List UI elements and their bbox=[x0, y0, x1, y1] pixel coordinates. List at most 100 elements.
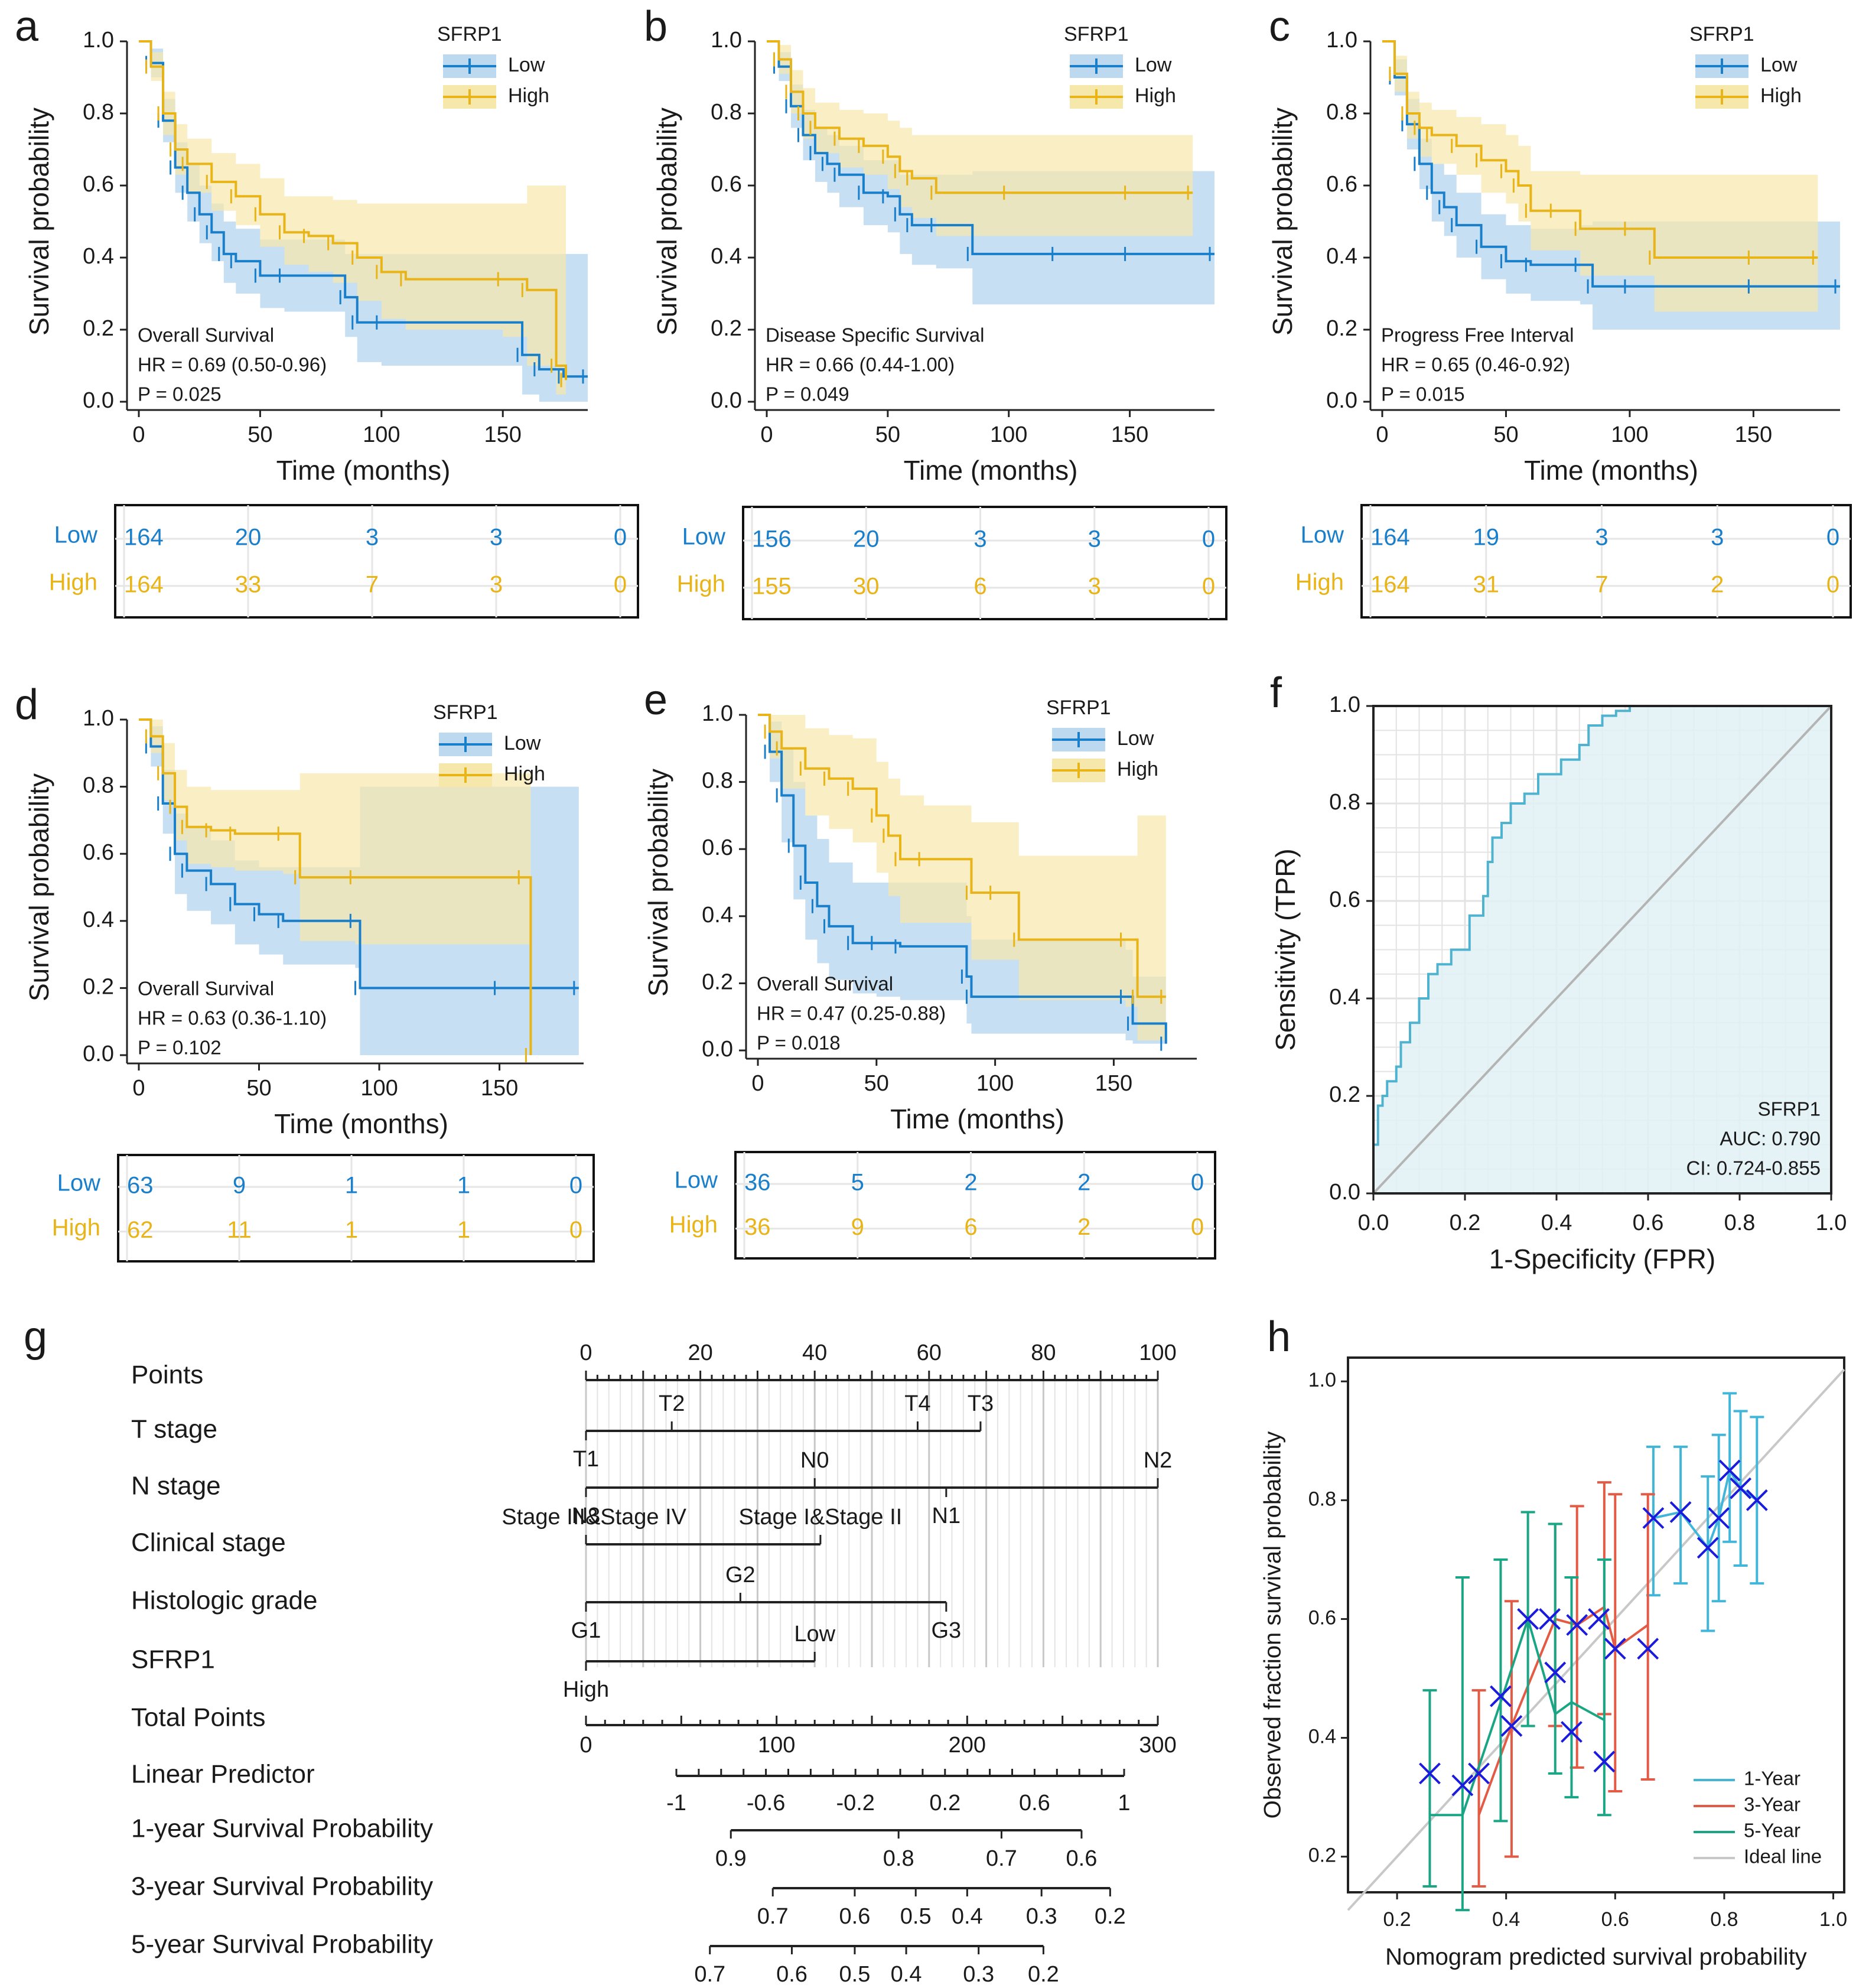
observed-point-marker bbox=[1593, 1751, 1616, 1773]
high-ci-band bbox=[139, 720, 531, 1055]
risk-table-cell: 36 bbox=[744, 1214, 771, 1240]
observed-point-marker bbox=[1419, 1762, 1441, 1785]
x-tick-label: 0 bbox=[1376, 422, 1388, 447]
x-axis-title: Time (months) bbox=[904, 455, 1078, 486]
auc-annotation: SFRP1 bbox=[1758, 1098, 1821, 1120]
risk-table-cell: 20 bbox=[853, 526, 880, 552]
observed-point-marker bbox=[1604, 1638, 1626, 1660]
annotation-line: Progress Free Interval bbox=[1381, 324, 1574, 346]
nomogram-row-label: SFRP1 bbox=[131, 1645, 215, 1674]
risk-table-row-label: High bbox=[677, 571, 725, 597]
panel-b: b 0.0 0.2 0.4 0.6 0.8 1.0 0 50 100 150 Time (months… bbox=[644, 3, 1227, 620]
survival-probability-tick-label: 0.8 bbox=[883, 1846, 914, 1871]
observed-point-marker bbox=[1561, 1721, 1583, 1743]
observed-point-marker bbox=[1642, 1507, 1665, 1529]
survival-probability-tick-label: 0.4 bbox=[952, 1904, 983, 1929]
risk-table-cell: 1 bbox=[345, 1173, 358, 1199]
survival-probability-tick-label: 0.4 bbox=[891, 1962, 922, 1987]
x-axis-title: Time (months) bbox=[890, 1104, 1064, 1134]
x-tick-label: 0 bbox=[751, 1071, 764, 1096]
annotation-line: Overall Survival bbox=[757, 973, 893, 995]
points-tick-label: 0 bbox=[579, 1340, 592, 1365]
risk-table-cell: 2 bbox=[1711, 571, 1724, 597]
annotation-line: Disease Specific Survival bbox=[766, 324, 984, 346]
legend-label: 1-Year bbox=[1744, 1768, 1800, 1789]
points-tick-label: 60 bbox=[917, 1340, 942, 1365]
low-survival-curve bbox=[767, 40, 1214, 255]
nomogram-row-label: Points bbox=[131, 1361, 203, 1390]
nomogram-row-label: 1-year Survival Probability bbox=[131, 1814, 433, 1843]
y-tick-label: 0.4 bbox=[702, 903, 733, 928]
x-tick-label: 1.0 bbox=[1816, 1211, 1847, 1235]
risk-table-cell: 63 bbox=[127, 1173, 154, 1199]
risk-table-cell: 33 bbox=[235, 571, 262, 597]
x-tick-label: 100 bbox=[990, 422, 1027, 447]
x-tick-label: 150 bbox=[1095, 1071, 1132, 1096]
legend-title: SFRP1 bbox=[1689, 23, 1754, 45]
risk-table-cell: 0 bbox=[1202, 526, 1215, 552]
annotation-line: P = 0.018 bbox=[757, 1032, 841, 1054]
observed-point-marker bbox=[1718, 1459, 1741, 1482]
risk-table-cell: 0 bbox=[1826, 571, 1839, 597]
panel-letter: d bbox=[15, 681, 38, 728]
survival-probability-tick-label: 0.6 bbox=[1066, 1846, 1098, 1871]
risk-table-frame bbox=[742, 506, 1227, 620]
y-tick-label: 0.8 bbox=[83, 100, 114, 125]
legend-low-label: Low bbox=[504, 732, 541, 754]
risk-table-cell: 3 bbox=[1088, 526, 1101, 552]
panel-letter: a bbox=[15, 3, 39, 50]
risk-table-cell: 7 bbox=[1595, 571, 1608, 597]
survival-probability-tick-label: 0.7 bbox=[986, 1846, 1017, 1871]
observed-point-marker bbox=[1746, 1489, 1768, 1511]
risk-table-cell: 0 bbox=[1202, 573, 1215, 599]
survival-probability-tick-label: 0.2 bbox=[1095, 1904, 1126, 1929]
observed-point-marker bbox=[1566, 1614, 1588, 1636]
y-tick-label: 0.6 bbox=[711, 172, 742, 197]
risk-table-cell: 0 bbox=[614, 525, 627, 551]
y-axis-title: Survival probability bbox=[652, 108, 682, 336]
x-tick-label: 0 bbox=[132, 1076, 145, 1101]
roc-curve bbox=[1372, 705, 1831, 1193]
observed-point-marker bbox=[1669, 1501, 1692, 1523]
risk-table-cell: 6 bbox=[973, 573, 986, 599]
x-axis-title: Nomogram predicted survival probability bbox=[1385, 1944, 1807, 1970]
annotation-line: P = 0.025 bbox=[138, 383, 222, 405]
nomogram-level-label: High bbox=[563, 1677, 609, 1702]
x-tick-label: 0 bbox=[760, 422, 773, 447]
risk-table-row-label: Low bbox=[54, 522, 97, 548]
y-tick-label: 0.0 bbox=[1329, 1180, 1360, 1205]
x-tick-label: 0 bbox=[132, 422, 145, 447]
x-tick-label: 100 bbox=[363, 422, 400, 447]
low-survival-curve bbox=[139, 718, 579, 990]
low-survival-curve bbox=[1382, 40, 1840, 288]
observed-point-marker bbox=[1490, 1685, 1512, 1707]
survival-probability-tick-label: 0.3 bbox=[1026, 1904, 1057, 1929]
panel-letter: g bbox=[24, 1313, 47, 1361]
annotation-line: P = 0.049 bbox=[766, 383, 849, 405]
nomogram-row-label: N stage bbox=[131, 1472, 221, 1501]
nomogram-row-label: Clinical stage bbox=[131, 1528, 286, 1557]
high-ci-band bbox=[767, 41, 1193, 236]
nomogram-row-label: T stage bbox=[131, 1415, 217, 1444]
low-survival-curve bbox=[758, 714, 1167, 1044]
nomogram-row-label: Linear Predictor bbox=[131, 1760, 315, 1789]
y-tick-label: 0.4 bbox=[1329, 985, 1360, 1010]
x-tick-label: 100 bbox=[360, 1076, 398, 1101]
survival-probability-tick-label: 0.2 bbox=[1028, 1962, 1059, 1987]
risk-table-cell: 3 bbox=[1088, 573, 1101, 599]
panel-c: c 0.0 0.2 0.4 0.6 0.8 1.0 0 50 100 150 Time (months… bbox=[1267, 3, 1852, 619]
legend-label: Ideal line bbox=[1744, 1846, 1822, 1867]
panel-g: g Points T stage N stage Clinical stage Histo… bbox=[24, 1313, 1177, 1987]
risk-table-cell: 3 bbox=[973, 526, 986, 552]
x-tick-label: 0.0 bbox=[1358, 1211, 1389, 1235]
legend-label: 3-Year bbox=[1744, 1794, 1800, 1815]
y-tick-label: 1.0 bbox=[702, 701, 733, 726]
x-tick-label: 100 bbox=[1611, 422, 1648, 447]
risk-table-frame bbox=[114, 504, 639, 619]
x-tick-label: 1.0 bbox=[1819, 1908, 1847, 1931]
x-tick-label: 0.8 bbox=[1724, 1211, 1756, 1235]
y-tick-label: 0.6 bbox=[83, 840, 114, 865]
nomogram-row-label: 5-year Survival Probability bbox=[131, 1930, 433, 1959]
x-tick-label: 50 bbox=[864, 1071, 889, 1096]
risk-table-frame bbox=[1360, 504, 1852, 619]
